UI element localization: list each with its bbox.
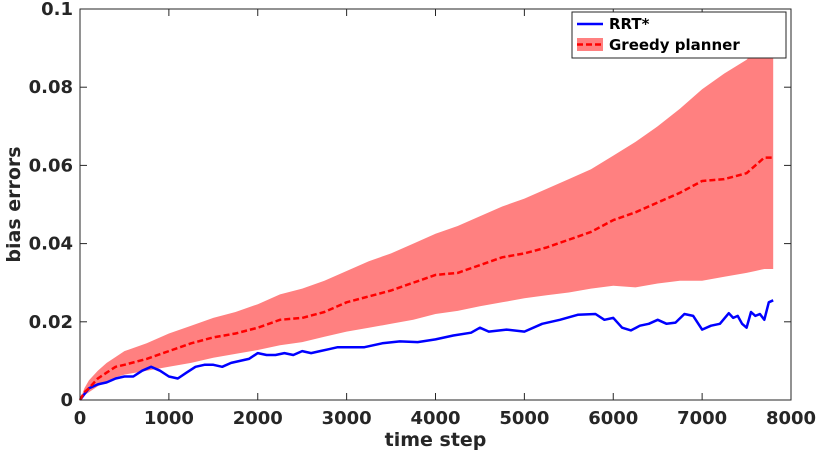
y-tick-label: 0.02: [29, 312, 73, 333]
x-axis-label: time step: [385, 429, 487, 451]
series-line-rrt: [78, 299, 774, 401]
y-tick-label: 0: [60, 390, 73, 411]
series-line-greedy-planner: [78, 156, 774, 401]
y-tick-label: 0.04: [29, 234, 73, 255]
x-tick-label: 1000: [144, 408, 194, 429]
band-layer: [80, 46, 774, 400]
y-tick-label: 0.08: [29, 77, 73, 98]
x-tick-label: 0: [74, 408, 87, 429]
legend-label-greedy: Greedy planner: [609, 36, 740, 54]
series-layer: [78, 156, 774, 401]
y-axis-label: bias errors: [3, 146, 25, 262]
x-tick-label: 7000: [677, 408, 727, 429]
x-tick-label: 2000: [233, 408, 283, 429]
band-greedy-planner: [80, 46, 774, 400]
x-tick-label: 5000: [499, 408, 549, 429]
legend-box: [571, 11, 787, 59]
y-tick-label: 0.1: [41, 0, 73, 20]
x-tick-label: 3000: [322, 408, 372, 429]
legend: RRT* Greedy planner: [571, 11, 787, 59]
legend-label-rrt: RRT*: [609, 15, 650, 33]
y-tick-label: 0.06: [29, 155, 73, 176]
tick-layer: 0 1000 2000 3000 4000 5000 6000 7000 8000 0 0.02 0.…: [29, 0, 816, 429]
x-tick-label: 6000: [588, 408, 638, 429]
x-tick-label: 4000: [410, 408, 460, 429]
x-tick-label: 8000: [766, 408, 816, 429]
